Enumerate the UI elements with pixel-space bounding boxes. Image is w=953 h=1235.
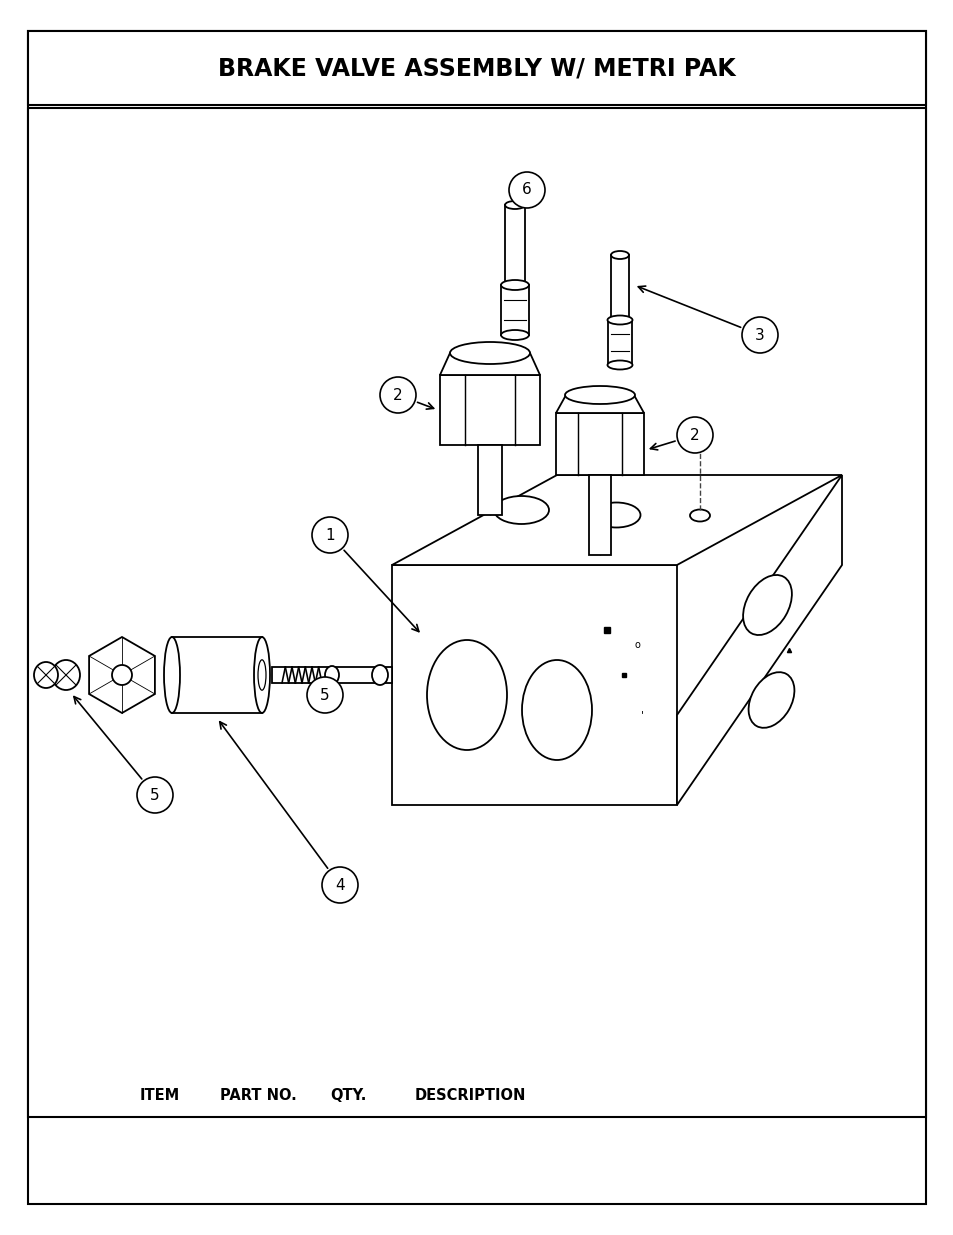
Text: PART NO.: PART NO. (220, 1088, 296, 1104)
Ellipse shape (610, 251, 628, 259)
Circle shape (137, 777, 172, 813)
Ellipse shape (564, 387, 635, 404)
Polygon shape (610, 254, 628, 320)
Text: 4: 4 (335, 878, 344, 893)
Polygon shape (556, 412, 643, 475)
Circle shape (379, 377, 416, 412)
Circle shape (322, 867, 357, 903)
Ellipse shape (372, 664, 388, 685)
Ellipse shape (607, 361, 632, 369)
Polygon shape (500, 285, 529, 335)
Bar (28, 107, 925, 1116)
Text: 2: 2 (393, 388, 402, 403)
Ellipse shape (500, 280, 529, 290)
Circle shape (312, 517, 348, 553)
Polygon shape (588, 475, 610, 555)
Ellipse shape (34, 662, 58, 688)
Ellipse shape (742, 576, 791, 635)
Text: 6: 6 (521, 183, 532, 198)
Ellipse shape (592, 503, 639, 527)
Ellipse shape (52, 659, 80, 690)
Polygon shape (439, 375, 539, 445)
Text: 1: 1 (325, 527, 335, 542)
Bar (28, 31, 925, 105)
Text: 3: 3 (755, 327, 764, 342)
Ellipse shape (748, 672, 794, 727)
Ellipse shape (112, 664, 132, 685)
Ellipse shape (325, 666, 338, 684)
Text: 5: 5 (320, 688, 330, 703)
Text: ': ' (639, 710, 643, 720)
Polygon shape (556, 395, 643, 412)
Circle shape (677, 417, 712, 453)
Ellipse shape (427, 640, 506, 750)
Ellipse shape (521, 659, 592, 760)
Polygon shape (272, 667, 392, 683)
Ellipse shape (257, 659, 266, 690)
Ellipse shape (504, 201, 524, 209)
Ellipse shape (500, 330, 529, 340)
Polygon shape (89, 637, 154, 713)
Text: QTY.: QTY. (330, 1088, 366, 1104)
Text: ITEM: ITEM (140, 1088, 180, 1104)
Polygon shape (607, 320, 631, 366)
Text: BRAKE VALVE ASSEMBLY W/ METRI PAK: BRAKE VALVE ASSEMBLY W/ METRI PAK (218, 56, 735, 80)
Ellipse shape (164, 637, 180, 713)
Polygon shape (439, 353, 539, 375)
Circle shape (741, 317, 778, 353)
Ellipse shape (450, 342, 530, 364)
Ellipse shape (253, 637, 270, 713)
Ellipse shape (607, 315, 632, 325)
Polygon shape (392, 564, 677, 805)
Text: o: o (634, 640, 639, 650)
Circle shape (509, 172, 544, 207)
Text: DESCRIPTION: DESCRIPTION (415, 1088, 526, 1104)
Polygon shape (677, 475, 841, 805)
Text: 5: 5 (150, 788, 160, 803)
Polygon shape (392, 475, 841, 564)
Polygon shape (504, 205, 524, 285)
Ellipse shape (689, 510, 709, 521)
Circle shape (307, 677, 343, 713)
Polygon shape (477, 445, 501, 515)
Text: 2: 2 (689, 427, 700, 442)
Ellipse shape (494, 496, 548, 524)
Polygon shape (172, 637, 262, 713)
